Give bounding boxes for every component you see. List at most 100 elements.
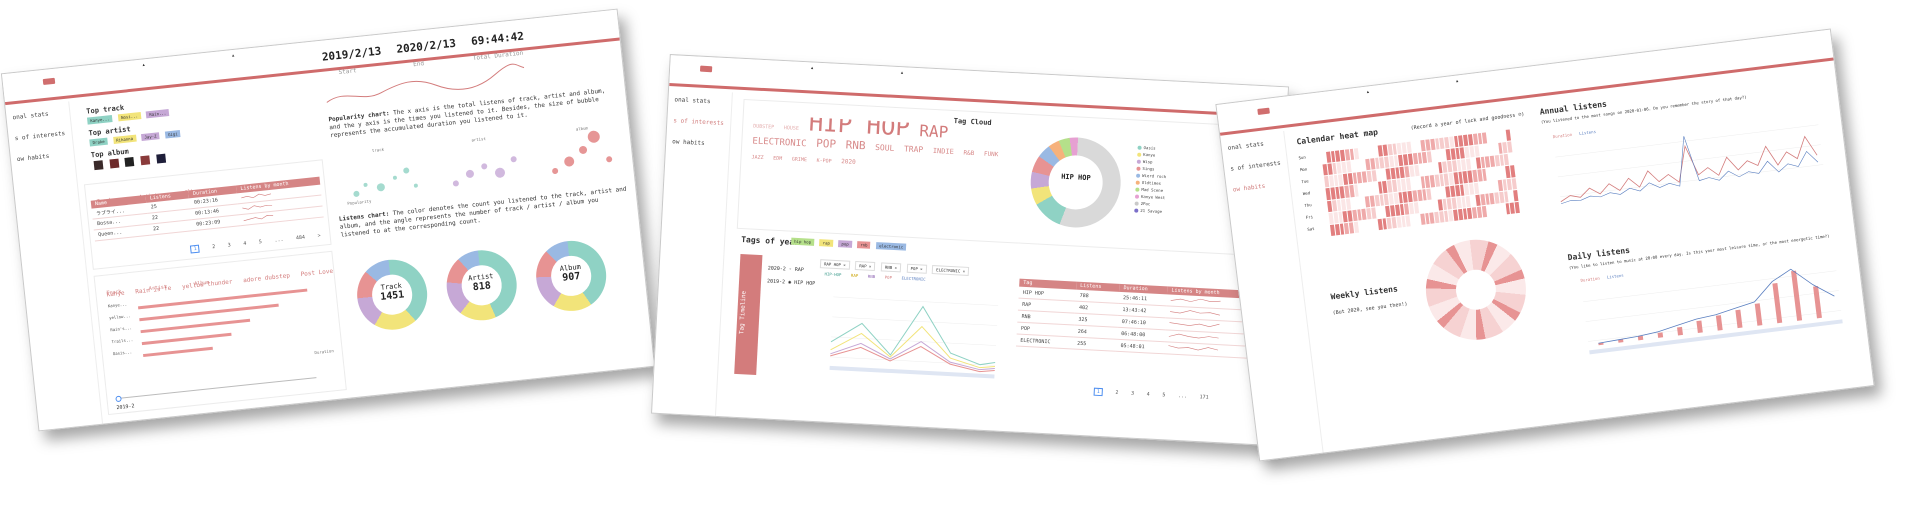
artist-chip[interactable]: Rihanna bbox=[113, 135, 136, 144]
heatmap-cell[interactable] bbox=[1506, 129, 1511, 141]
nav-dot-icon[interactable]: ▴ bbox=[810, 64, 814, 71]
legend-item[interactable]: ELECTRONIC bbox=[901, 275, 925, 281]
tag-word[interactable]: K-POP bbox=[816, 158, 831, 165]
tag-word[interactable]: TRAP bbox=[904, 144, 924, 154]
legend-item[interactable]: Wisp bbox=[1137, 159, 1167, 166]
tag-word[interactable]: INDIE bbox=[933, 147, 954, 156]
heatmap-cell[interactable] bbox=[1512, 178, 1517, 190]
time-slider-track[interactable] bbox=[117, 377, 316, 399]
heatmap-cell[interactable] bbox=[1509, 154, 1514, 166]
legend-item[interactable]: Kanye bbox=[1137, 152, 1167, 159]
album-cover-image[interactable] bbox=[156, 154, 166, 164]
artist-chip[interactable]: Drake bbox=[89, 138, 108, 147]
nav-dot-icon[interactable]: ▴ bbox=[900, 69, 904, 76]
legend-item[interactable]: Kanye West bbox=[1135, 194, 1165, 201]
heatmap-cell[interactable] bbox=[1507, 141, 1512, 153]
tag-word[interactable]: JAZZ bbox=[751, 154, 763, 161]
year-chip[interactable]: pop bbox=[838, 240, 852, 248]
tag-word[interactable]: 2020 bbox=[841, 158, 856, 166]
legend-item[interactable]: Mad Scene bbox=[1135, 187, 1165, 194]
filter-chip[interactable]: RAP HOP × bbox=[820, 259, 850, 270]
sidebar-item-habits[interactable]: ow habits bbox=[666, 131, 730, 155]
tag-word[interactable]: R&B bbox=[963, 150, 974, 158]
nav-dot-icon[interactable]: ▴ bbox=[1366, 88, 1370, 95]
page-button[interactable]: 1 bbox=[1094, 388, 1103, 396]
legend-item[interactable]: Wierd rock bbox=[1136, 173, 1166, 180]
legend-item[interactable]: Listens bbox=[1607, 273, 1624, 280]
year-chip[interactable]: electronic bbox=[876, 242, 906, 251]
album-donut-chart[interactable]: Album 907 bbox=[533, 237, 610, 314]
legend-item[interactable]: Post Love bbox=[300, 268, 333, 278]
album-cover-image[interactable] bbox=[125, 157, 135, 167]
legend-item[interactable]: Oasis bbox=[1137, 145, 1167, 152]
legend-item[interactable]: RNB bbox=[868, 274, 875, 279]
legend-item[interactable]: 2Pac bbox=[1135, 201, 1165, 208]
timeline-point[interactable]: 2019-2 ◉ HIP HOP bbox=[767, 278, 815, 287]
tag-word[interactable]: GRIME bbox=[792, 157, 807, 164]
legend-item[interactable]: adore dubstep bbox=[243, 272, 290, 284]
app-logo[interactable] bbox=[43, 78, 56, 85]
filter-chip[interactable]: RAP × bbox=[855, 261, 875, 271]
tag-donut-chart[interactable]: HIP HOP bbox=[1028, 135, 1123, 230]
app-logo[interactable] bbox=[700, 66, 712, 73]
legend-item[interactable]: POP bbox=[885, 275, 892, 280]
artist-chip[interactable]: Jay-Z bbox=[141, 132, 160, 141]
daily-listens-chart[interactable] bbox=[1571, 255, 1848, 357]
time-slider-handle[interactable] bbox=[115, 396, 122, 403]
legend-item[interactable]: 21 Savage bbox=[1134, 208, 1164, 215]
page-button[interactable]: 171 bbox=[1199, 394, 1208, 400]
legend-item[interactable]: Duration bbox=[1580, 276, 1600, 283]
legend-item[interactable]: RAP bbox=[851, 273, 858, 278]
tag-word[interactable]: ELECTRONIC bbox=[752, 136, 807, 149]
tag-word[interactable]: FUNK bbox=[984, 151, 999, 159]
filter-chip[interactable]: POP × bbox=[906, 264, 926, 274]
tag-word[interactable]: POP bbox=[816, 137, 837, 151]
filter-chip[interactable]: ELECTRONIC × bbox=[932, 265, 969, 276]
nav-dot-icon[interactable]: ▴ bbox=[141, 61, 145, 68]
heatmap-cell[interactable] bbox=[1510, 166, 1515, 178]
annual-listens-chart[interactable] bbox=[1544, 109, 1830, 213]
page-button[interactable]: 4 bbox=[1146, 391, 1149, 397]
legend-item[interactable]: Duration bbox=[1553, 132, 1573, 139]
artist-chip[interactable]: Gigi bbox=[165, 130, 181, 139]
page-button[interactable]: 1 bbox=[190, 245, 200, 254]
nav-dot-icon[interactable]: ▴ bbox=[231, 52, 235, 59]
page-button[interactable]: 2 bbox=[1115, 390, 1118, 396]
legend-item[interactable]: Sings bbox=[1136, 166, 1166, 173]
tag-word[interactable]: RNB bbox=[845, 138, 866, 152]
legend-item[interactable]: Kanye bbox=[106, 290, 125, 299]
year-chip[interactable]: rap bbox=[819, 239, 833, 247]
track-donut-chart[interactable]: Track 1451 bbox=[354, 256, 431, 333]
page-button[interactable]: 484 bbox=[296, 235, 306, 242]
album-cover-image[interactable] bbox=[94, 160, 104, 170]
legend-item[interactable]: HIP-HOP bbox=[824, 271, 841, 277]
nav-dot-icon[interactable]: ▴ bbox=[1455, 77, 1459, 84]
next-page-button[interactable]: > bbox=[317, 233, 321, 239]
page-button[interactable]: 4 bbox=[243, 241, 247, 247]
track-chip[interactable]: Nosi... bbox=[118, 112, 141, 121]
artist-donut-chart[interactable]: Artist 818 bbox=[443, 247, 520, 324]
year-chip[interactable]: hip hop bbox=[791, 238, 814, 246]
calendar-heatmap[interactable] bbox=[1321, 129, 1520, 236]
page-button[interactable]: 3 bbox=[227, 242, 231, 248]
app-logo[interactable] bbox=[1257, 108, 1270, 115]
tag-word[interactable]: DUBSTEP bbox=[753, 123, 774, 130]
album-cover-image[interactable] bbox=[109, 159, 119, 169]
album-cover-image[interactable] bbox=[140, 155, 150, 165]
track-chip[interactable]: Rain... bbox=[146, 109, 169, 118]
tag-trend-line-chart[interactable] bbox=[819, 281, 1003, 380]
weekly-polar-heatmap[interactable] bbox=[1420, 234, 1531, 345]
legend-item[interactable]: Oldtimes bbox=[1136, 180, 1166, 187]
tag-word[interactable]: HOUSE bbox=[784, 125, 799, 132]
timeline-point[interactable]: 2020-2 ◦ RAP bbox=[768, 265, 804, 273]
filter-chip[interactable]: RNB × bbox=[881, 262, 901, 272]
track-chip[interactable]: Kanye... bbox=[87, 115, 113, 125]
page-button[interactable]: 5 bbox=[259, 239, 263, 245]
heatmap-cell[interactable] bbox=[1515, 202, 1520, 214]
page-button[interactable]: 2 bbox=[212, 244, 216, 250]
tag-word[interactable]: SOUL bbox=[875, 143, 895, 153]
tag-word[interactable]: EDM bbox=[773, 156, 782, 162]
heatmap-cell[interactable] bbox=[1513, 190, 1518, 202]
year-chip[interactable]: rnb bbox=[857, 241, 871, 249]
page-button[interactable]: 5 bbox=[1162, 392, 1165, 398]
